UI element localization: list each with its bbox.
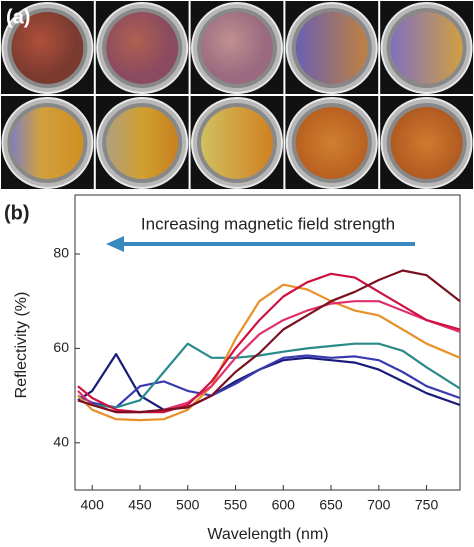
photo-grid [1, 1, 473, 189]
plot-frame [74, 194, 461, 491]
x-tick-label: 600 [272, 497, 296, 513]
sample [295, 12, 368, 84]
sample [201, 107, 273, 179]
sample [106, 12, 179, 84]
series-line [77, 300, 461, 414]
x-tick-label: 700 [367, 497, 391, 513]
sample [11, 12, 84, 84]
sample [11, 107, 84, 179]
series-line [77, 269, 461, 414]
y-tick-label: 80 [53, 245, 69, 261]
panel-label: (a) [6, 6, 30, 28]
arrow-head [106, 236, 124, 252]
x-axis-title: Wavelength (nm) [207, 526, 328, 543]
annotation: Increasing magnetic field strength [141, 214, 395, 233]
sample [295, 107, 368, 179]
x-tick-label: 550 [224, 497, 248, 513]
series-line [77, 283, 461, 422]
sample [390, 107, 463, 179]
y-tick-label: 60 [53, 339, 69, 355]
sample [201, 12, 273, 84]
x-tick-label: 650 [319, 497, 343, 513]
panel-label: (b) [4, 202, 30, 224]
series-line [77, 342, 461, 409]
series-line [77, 354, 461, 409]
x-tick-label: 450 [128, 497, 152, 513]
y-axis-title: Reflectivity (%) [13, 292, 30, 399]
x-tick-label: 750 [415, 497, 439, 513]
sample [106, 107, 179, 179]
x-tick-label: 500 [176, 497, 200, 513]
x-tick-label: 400 [81, 497, 105, 513]
sample [390, 12, 463, 84]
y-tick-label: 40 [53, 434, 69, 450]
